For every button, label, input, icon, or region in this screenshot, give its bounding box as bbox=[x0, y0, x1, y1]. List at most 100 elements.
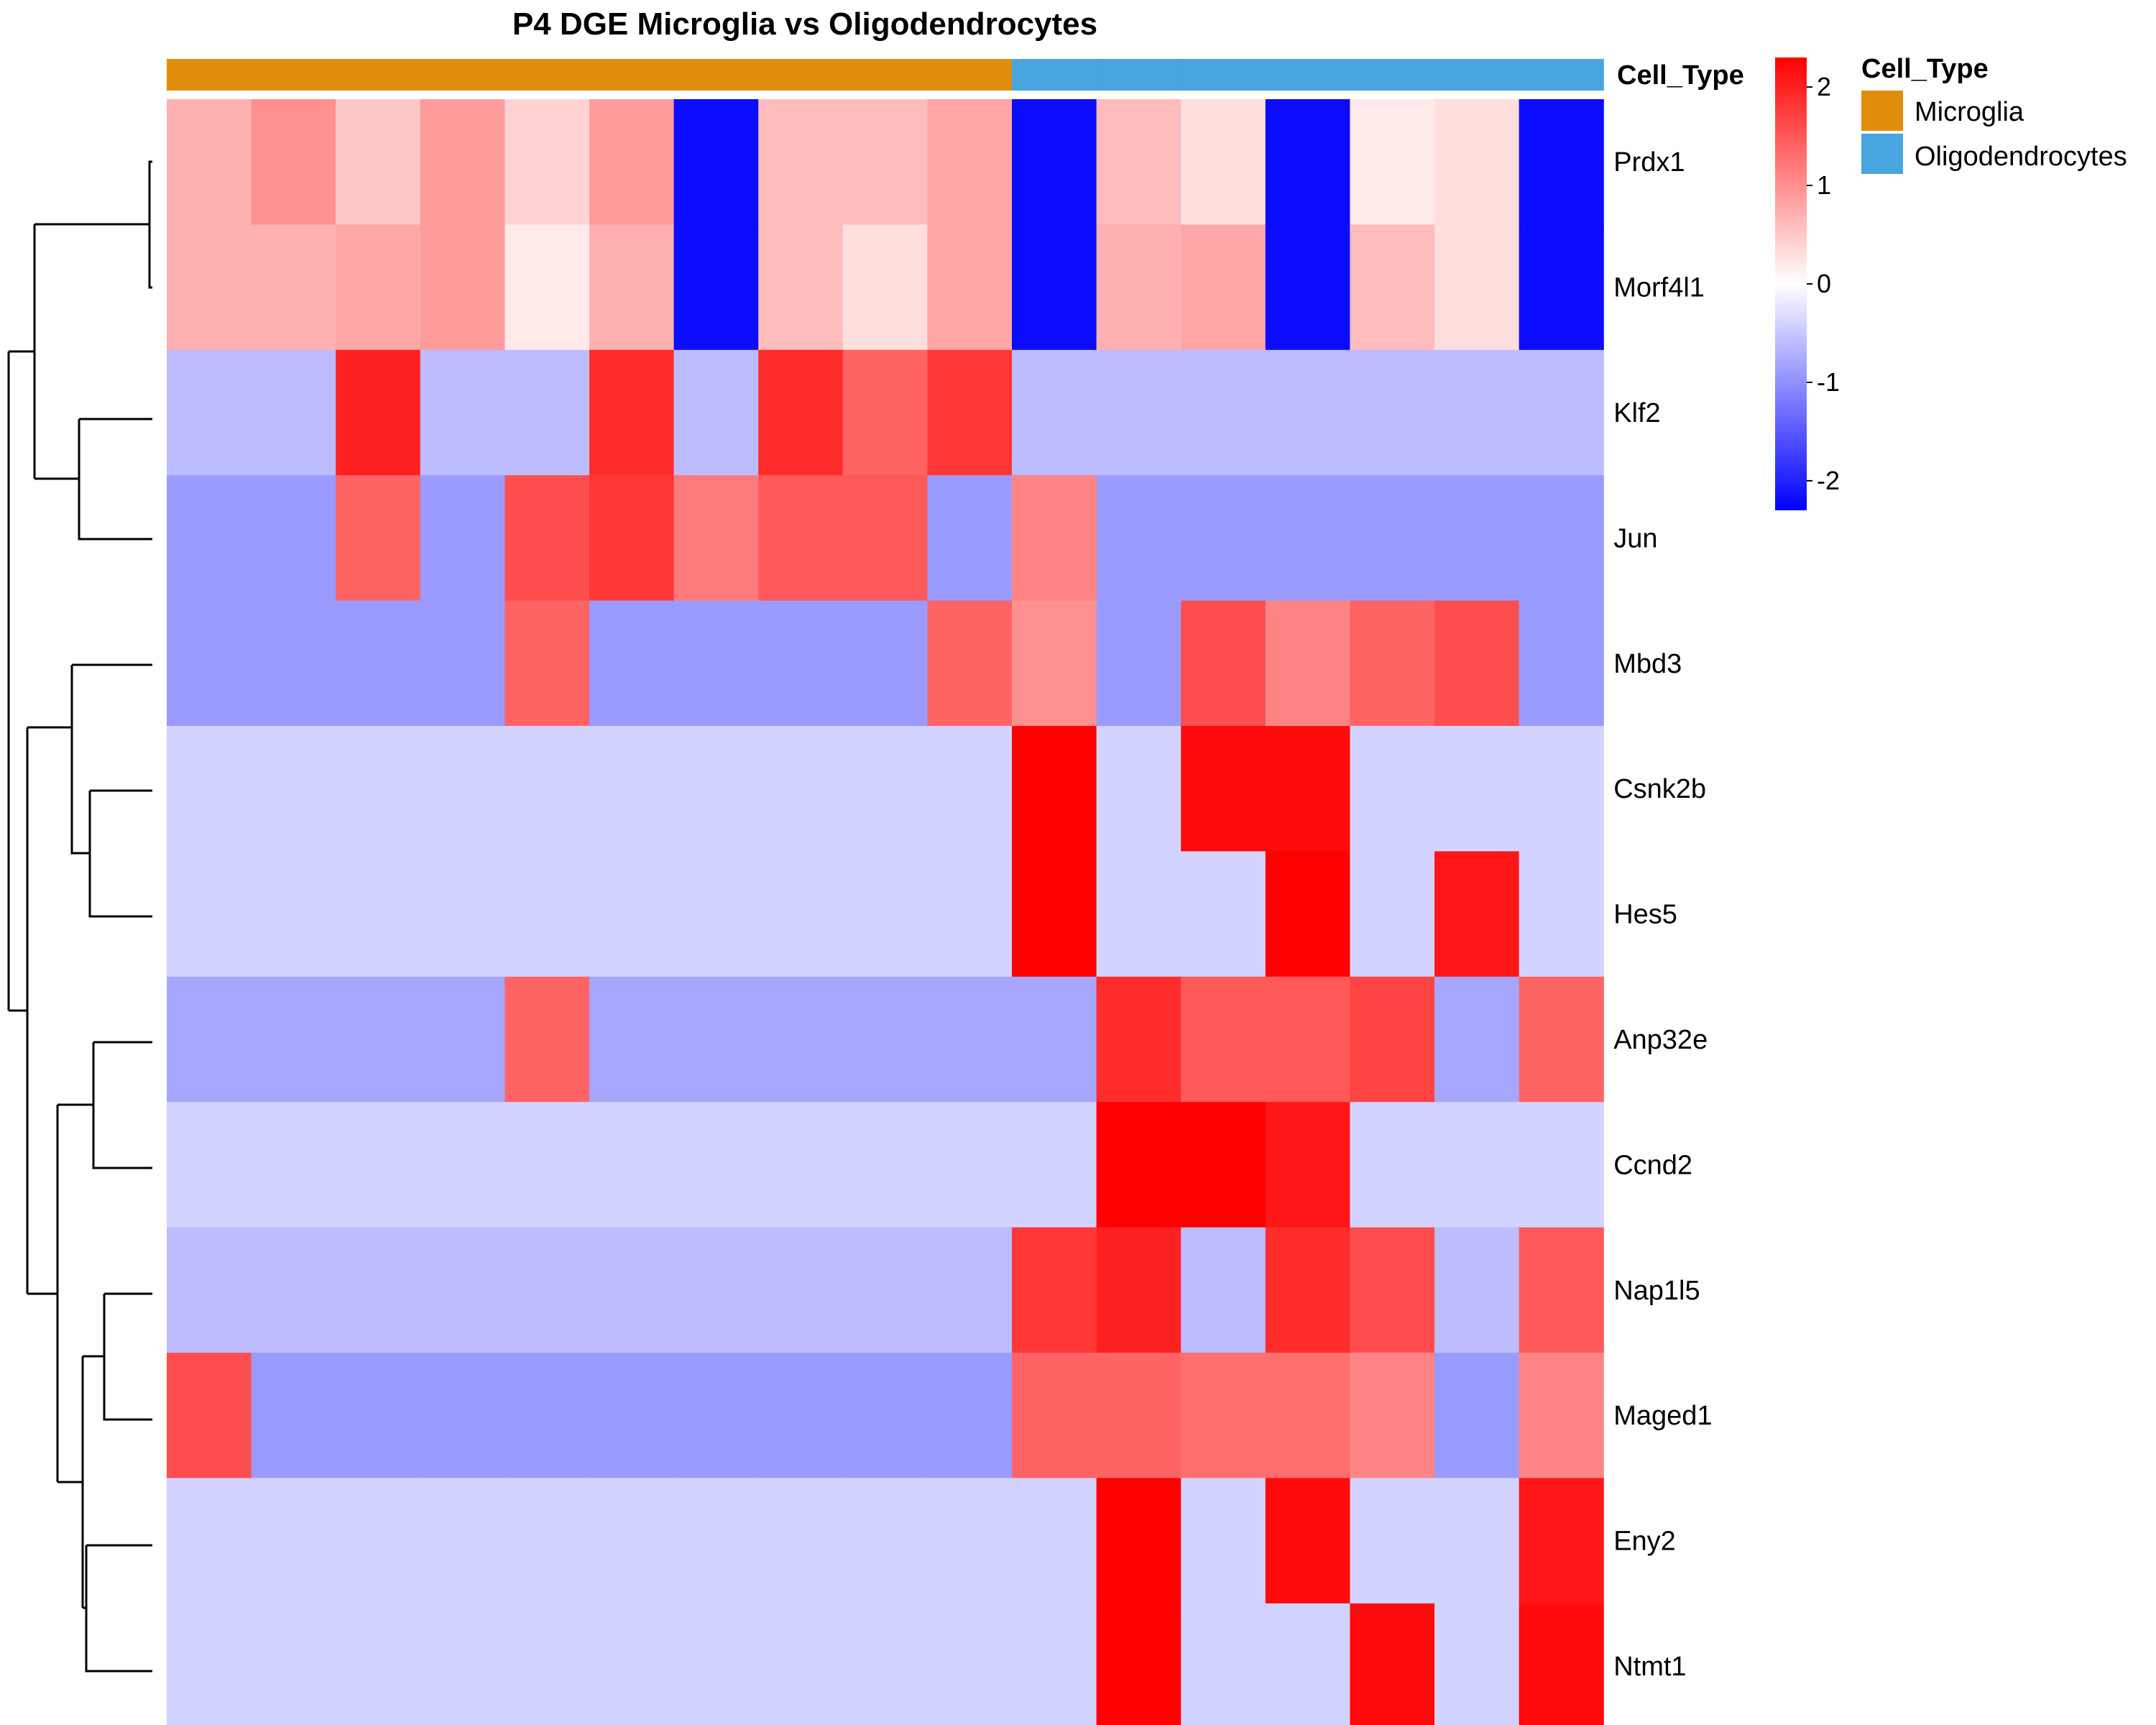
colorbar bbox=[1775, 58, 1807, 510]
heatmap-cell-jun-10 bbox=[927, 475, 1013, 602]
heatmap-cell-nap1l5-11 bbox=[1012, 1227, 1097, 1353]
colorbar-tick-label: 1 bbox=[1817, 170, 1831, 200]
row-label-eny2: Eny2 bbox=[1613, 1527, 1676, 1557]
heatmap-cell-eny2-1 bbox=[167, 1478, 252, 1604]
heatmap-cell-morf4l1-1 bbox=[167, 224, 252, 351]
heatmap-cell-prdx1-10 bbox=[927, 99, 1013, 225]
heatmap-cell-nap1l5-17 bbox=[1519, 1227, 1604, 1353]
heatmap-cell-morf4l1-16 bbox=[1434, 224, 1520, 351]
heatmap-cell-ntmt1-5 bbox=[505, 1603, 590, 1725]
heatmap-cell-csnk2b-12 bbox=[1096, 726, 1181, 852]
heatmap-cell-csnk2b-10 bbox=[927, 726, 1013, 852]
heatmap-cell-morf4l1-5 bbox=[505, 224, 590, 351]
heatmap-cell-ccnd2-14 bbox=[1265, 1102, 1350, 1228]
heatmap-cell-klf2-8 bbox=[758, 349, 844, 476]
heatmap-cell-ntmt1-8 bbox=[758, 1603, 844, 1725]
heatmap-cell-nap1l5-1 bbox=[167, 1227, 252, 1353]
legend-swatch-microglia bbox=[1861, 91, 1903, 131]
heatmap-cell-ccnd2-8 bbox=[758, 1102, 844, 1228]
heatmap-cell-mbd3-14 bbox=[1265, 600, 1350, 727]
heatmap-cell-morf4l1-3 bbox=[336, 224, 421, 351]
heatmap-cell-klf2-10 bbox=[927, 349, 1013, 476]
heatmap-cell-nap1l5-7 bbox=[673, 1227, 759, 1353]
annotation-cell-microglia bbox=[505, 59, 590, 91]
heatmap-cell-nap1l5-9 bbox=[842, 1227, 928, 1353]
row-label-prdx1: Prdx1 bbox=[1613, 147, 1685, 178]
chart-title: P4 DGE Microglia vs Oligodendrocytes bbox=[512, 6, 1097, 42]
heatmap-cell-prdx1-9 bbox=[842, 99, 928, 225]
heatmap-cell-klf2-11 bbox=[1012, 349, 1097, 476]
heatmap-cell-ntmt1-14 bbox=[1265, 1603, 1350, 1725]
heatmap-cell-ccnd2-4 bbox=[420, 1102, 505, 1228]
annotation-cell-microglia bbox=[251, 59, 336, 91]
row-label-maged1: Maged1 bbox=[1613, 1401, 1712, 1431]
heatmap-cell-ntmt1-6 bbox=[589, 1603, 675, 1725]
heatmap-cell-jun-13 bbox=[1181, 475, 1266, 602]
heatmap-cell-nap1l5-15 bbox=[1350, 1227, 1435, 1353]
heatmap-cell-ccnd2-11 bbox=[1012, 1102, 1097, 1228]
heatmap-cell-jun-9 bbox=[842, 475, 928, 602]
annotation-cell-oligodendrocytes bbox=[1434, 59, 1520, 91]
heatmap-cell-jun-14 bbox=[1265, 475, 1350, 602]
heatmap-cell-prdx1-16 bbox=[1434, 99, 1520, 225]
heatmap-cell-jun-11 bbox=[1012, 475, 1097, 602]
heatmap-cell-ccnd2-12 bbox=[1096, 1102, 1181, 1228]
heatmap-cell-ntmt1-2 bbox=[251, 1603, 336, 1725]
row-dendrogram bbox=[7, 160, 152, 1673]
heatmap-cell-jun-1 bbox=[167, 475, 252, 602]
heatmap-cell-morf4l1-8 bbox=[758, 224, 844, 351]
heatmap-cell-eny2-12 bbox=[1096, 1478, 1181, 1604]
heatmap-cell-csnk2b-9 bbox=[842, 726, 928, 852]
heatmap-cell-nap1l5-8 bbox=[758, 1227, 844, 1353]
heatmap-cell-ccnd2-7 bbox=[673, 1102, 759, 1228]
heatmap-cell-klf2-16 bbox=[1434, 349, 1520, 476]
heatmap-cell-anp32e-6 bbox=[589, 976, 675, 1103]
heatmap-cell-prdx1-8 bbox=[758, 99, 844, 225]
heatmap-cell-jun-5 bbox=[505, 475, 590, 602]
heatmap-cell-jun-7 bbox=[673, 475, 759, 602]
heatmap-cell-maged1-2 bbox=[251, 1353, 336, 1478]
heatmap-cell-ccnd2-15 bbox=[1350, 1102, 1435, 1228]
annotation-cell-oligodendrocytes bbox=[1096, 59, 1181, 91]
heatmap-cell-ntmt1-12 bbox=[1096, 1603, 1181, 1725]
heatmap-cell-csnk2b-15 bbox=[1350, 726, 1435, 852]
heatmap-cell-mbd3-4 bbox=[420, 600, 505, 727]
annotation-cell-microglia bbox=[420, 59, 505, 91]
heatmap-cell-anp32e-9 bbox=[842, 976, 928, 1103]
heatmap-cell-nap1l5-16 bbox=[1434, 1227, 1520, 1353]
heatmap-cell-morf4l1-4 bbox=[420, 224, 505, 351]
heatmap-cell-ntmt1-4 bbox=[420, 1603, 505, 1725]
heatmap-cell-eny2-15 bbox=[1350, 1478, 1435, 1604]
heatmap-cell-mbd3-13 bbox=[1181, 600, 1266, 727]
annotation-cell-microglia bbox=[842, 59, 928, 91]
heatmap-cell-maged1-13 bbox=[1181, 1353, 1266, 1478]
heatmap-cell-ntmt1-16 bbox=[1434, 1603, 1520, 1725]
heatmap-cell-klf2-15 bbox=[1350, 349, 1435, 476]
heatmap-cell-prdx1-14 bbox=[1265, 99, 1350, 225]
heatmap-cell-anp32e-8 bbox=[758, 976, 844, 1103]
heatmap-cell-jun-17 bbox=[1519, 475, 1604, 602]
heatmap-cell-hes5-9 bbox=[842, 851, 928, 978]
heatmap-cell-csnk2b-3 bbox=[336, 726, 421, 852]
heatmap-cell-ntmt1-10 bbox=[927, 1603, 1013, 1725]
heatmap-cell-klf2-5 bbox=[505, 349, 590, 476]
annotation-cell-oligodendrocytes bbox=[1350, 59, 1435, 91]
colorbar-ticks: 2 1 0 -1 -2 bbox=[1807, 72, 1840, 495]
row-label-klf2: Klf2 bbox=[1613, 398, 1660, 428]
heatmap-cell-mbd3-8 bbox=[758, 600, 844, 727]
heatmap-cell-csnk2b-11 bbox=[1012, 726, 1097, 852]
heatmap-cell-mbd3-2 bbox=[251, 600, 336, 727]
heatmap-cell-hes5-2 bbox=[251, 851, 336, 978]
heatmap-cell-klf2-9 bbox=[842, 349, 928, 476]
heatmap-cell-klf2-17 bbox=[1519, 349, 1604, 476]
row-label-csnk2b: Csnk2b bbox=[1613, 774, 1706, 804]
annotation-cell-microglia bbox=[167, 59, 252, 91]
heatmap-cell-prdx1-2 bbox=[251, 99, 336, 225]
heatmap-cell-ccnd2-10 bbox=[927, 1102, 1013, 1228]
heatmap-cell-morf4l1-6 bbox=[589, 224, 675, 351]
heatmap-cell-hes5-5 bbox=[505, 851, 590, 978]
heatmap-cell-hes5-4 bbox=[420, 851, 505, 978]
heatmap-cell-anp32e-13 bbox=[1181, 976, 1266, 1103]
heatmap-cell-anp32e-15 bbox=[1350, 976, 1435, 1103]
heatmap-cell-mbd3-7 bbox=[673, 600, 759, 727]
